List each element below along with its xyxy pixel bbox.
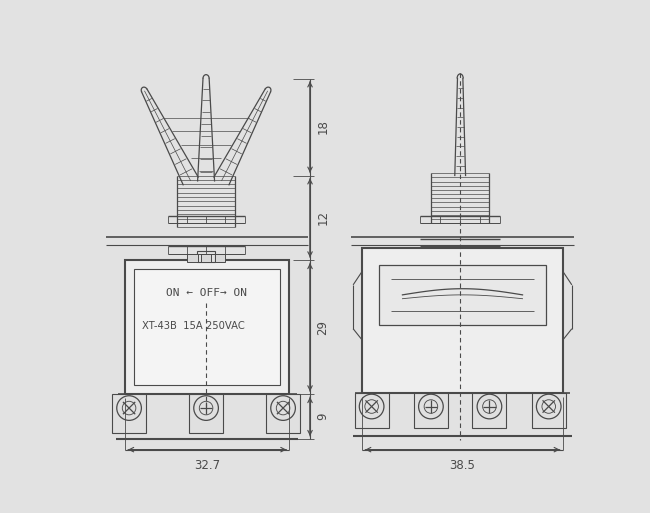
Bar	[532, 392, 566, 428]
Text: 38.5: 38.5	[450, 459, 475, 472]
Bar	[189, 394, 223, 432]
Bar	[187, 254, 198, 262]
Bar	[380, 265, 545, 325]
Bar	[266, 394, 300, 432]
Bar	[214, 254, 226, 262]
Bar	[125, 260, 289, 394]
Bar	[112, 394, 146, 432]
Bar	[414, 392, 448, 428]
Bar	[355, 392, 389, 428]
Bar	[135, 269, 280, 385]
Text: 9: 9	[316, 413, 329, 420]
Text: 12: 12	[316, 210, 329, 225]
Text: XT-43B  15A 250VAC: XT-43B 15A 250VAC	[142, 321, 245, 331]
Text: 29: 29	[316, 320, 329, 334]
Bar	[363, 248, 563, 392]
Bar	[201, 254, 211, 262]
Bar	[197, 251, 215, 262]
Text: ON ← OFF→ ON: ON ← OFF→ ON	[166, 288, 246, 298]
Text: 18: 18	[316, 120, 329, 134]
Bar	[473, 392, 506, 428]
Text: 32.7: 32.7	[194, 459, 220, 472]
